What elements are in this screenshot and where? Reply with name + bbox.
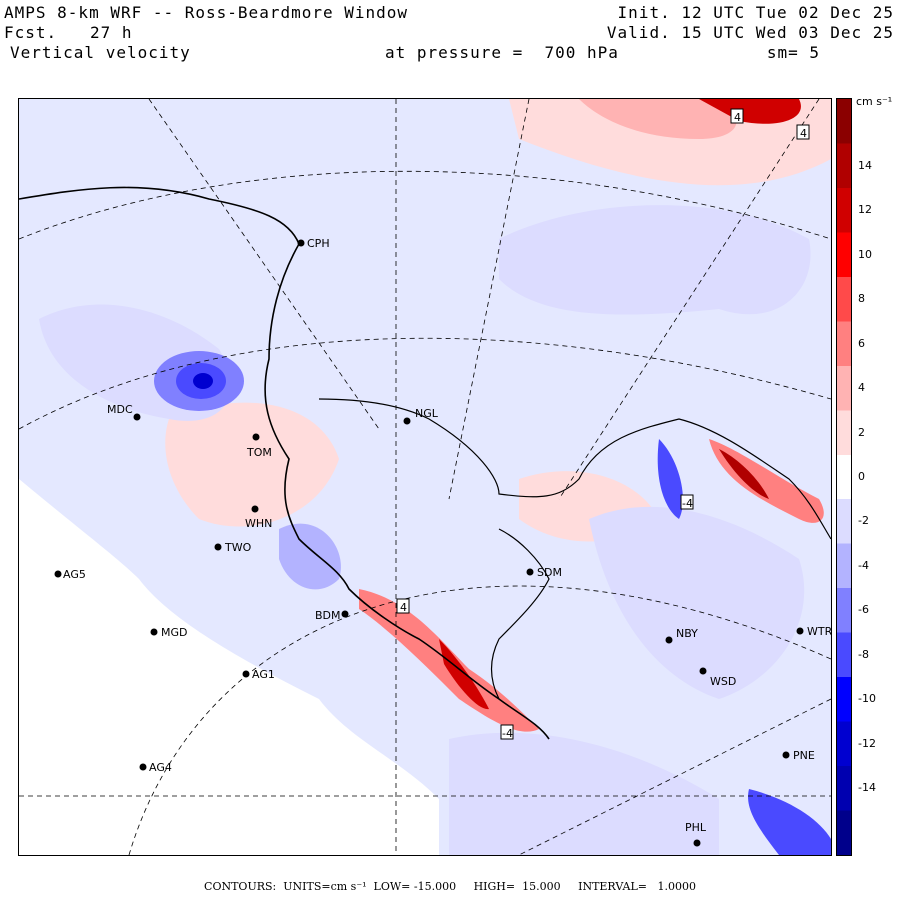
footer-interval: INTERVAL= 1.0000 bbox=[578, 880, 696, 893]
station-label: WHN bbox=[245, 517, 272, 530]
footer-low: LOW= -15.000 bbox=[373, 880, 457, 893]
colorbar-tick-label: 12 bbox=[858, 203, 872, 217]
map-canvas: 4 4 4 -4 -4 CPH MDC NGL TOM WHN TWO AG5 … bbox=[19, 99, 831, 855]
colorbar-tick-label: -6 bbox=[858, 603, 869, 617]
negative-core bbox=[748, 789, 831, 855]
negative-field-area bbox=[589, 506, 805, 699]
contour-label: -4 bbox=[682, 497, 693, 510]
station-marker bbox=[214, 543, 222, 551]
positive-core bbox=[719, 449, 769, 499]
station-label: BDM bbox=[315, 609, 341, 622]
colorbar-tick-label: -4 bbox=[858, 558, 869, 572]
positive-core bbox=[699, 99, 801, 124]
valid-time: Valid. 15 UTC Wed 03 Dec 25 bbox=[606, 23, 894, 42]
forecast-hours: 27 h bbox=[90, 23, 133, 42]
colorbar-tick-label: 8 bbox=[858, 292, 865, 306]
footer-legend: CONTOURS: UNITS=cm s⁻¹ LOW= -15.000 HIGH… bbox=[0, 880, 900, 893]
forecast-label: Fcst. bbox=[4, 23, 58, 42]
positive-core bbox=[709, 439, 824, 523]
station-marker bbox=[251, 505, 259, 513]
negative-field-area bbox=[449, 732, 719, 855]
station-marker bbox=[297, 239, 305, 247]
graticule bbox=[19, 99, 831, 855]
station-label: TWO bbox=[224, 541, 252, 554]
station-label: MGD bbox=[161, 626, 188, 639]
station-marker bbox=[693, 839, 701, 847]
colorbar-tick-label: 0 bbox=[858, 470, 865, 483]
station-label: NBY bbox=[676, 627, 698, 640]
colorbar-tick-label: 10 bbox=[858, 247, 872, 261]
station-label: CPH bbox=[307, 237, 330, 250]
contour-label: 4 bbox=[734, 111, 741, 124]
station-label: AG1 bbox=[252, 668, 275, 681]
colorbar-tick-label: 2 bbox=[858, 425, 865, 439]
colorbar-tick-label: -2 bbox=[858, 514, 869, 528]
positive-core bbox=[439, 639, 489, 710]
station-marker bbox=[242, 670, 250, 678]
station-label: PHL bbox=[685, 821, 707, 834]
colorbar-tick-label: -10 bbox=[858, 692, 876, 706]
positive-field-area bbox=[165, 402, 339, 527]
station-marker bbox=[341, 610, 349, 618]
coastline bbox=[490, 528, 550, 700]
init-time: Init. 12 UTC Tue 02 Dec 25 bbox=[617, 3, 894, 22]
coastline bbox=[19, 186, 550, 740]
footer-units: UNITS=cm s⁻¹ bbox=[283, 880, 367, 893]
station-label: PNE bbox=[793, 749, 815, 762]
footer-high: HIGH= 15.000 bbox=[473, 880, 561, 893]
variable-name: Vertical velocity bbox=[10, 43, 191, 62]
station-marker bbox=[403, 417, 411, 425]
vertical-velocity-map: 4 4 4 -4 -4 CPH MDC NGL TOM WHN TWO AG5 … bbox=[18, 98, 832, 856]
station-label: SDM bbox=[537, 566, 562, 579]
station-marker bbox=[133, 413, 141, 421]
station-label: TOM bbox=[246, 446, 272, 459]
station-marker bbox=[796, 627, 804, 635]
station-marker bbox=[699, 667, 707, 675]
stations: CPH MDC NGL TOM WHN TWO AG5 MGD AG1 AG4 … bbox=[54, 237, 831, 847]
station-marker bbox=[782, 751, 790, 759]
contour-label: -4 bbox=[502, 727, 513, 740]
station-marker bbox=[139, 763, 147, 771]
map-title: AMPS 8-km WRF -- Ross-Beardmore Window bbox=[4, 3, 409, 22]
colorbar-tick-label: 4 bbox=[858, 381, 865, 395]
contour-label: 4 bbox=[800, 127, 807, 140]
pressure-level: at pressure = 700 hPa bbox=[385, 43, 619, 62]
colorbar-tick-label: 6 bbox=[858, 336, 865, 350]
colorbar bbox=[836, 98, 852, 856]
station-label: WTR bbox=[807, 625, 831, 638]
negative-field-area bbox=[279, 523, 341, 590]
station-label: NGL bbox=[415, 407, 439, 420]
colorbar-tick-label: 14 bbox=[858, 158, 872, 172]
station-label: AG5 bbox=[63, 568, 86, 581]
colorbar-units: cm s⁻¹ bbox=[856, 95, 893, 108]
colorbar-tick-label: -12 bbox=[858, 736, 876, 750]
station-marker bbox=[526, 568, 534, 576]
station-label: MDC bbox=[107, 403, 133, 416]
no-data-region bbox=[19, 479, 439, 855]
station-marker bbox=[252, 433, 260, 441]
colorbar-tick-label: -14 bbox=[858, 781, 876, 795]
positive-core bbox=[579, 99, 737, 139]
station-label: AG4 bbox=[149, 761, 172, 774]
footer-contours-label: CONTOURS: bbox=[204, 880, 277, 893]
negative-core bbox=[657, 439, 683, 519]
contour-label: 4 bbox=[400, 601, 407, 614]
negative-field-area bbox=[499, 205, 811, 315]
station-label: WSD bbox=[710, 675, 736, 688]
colorbar-tick-label: -8 bbox=[858, 647, 869, 661]
smoothing-value: sm= 5 bbox=[766, 43, 820, 62]
contour-label-boxes bbox=[396, 108, 810, 740]
station-marker bbox=[54, 570, 62, 578]
station-marker bbox=[150, 628, 158, 636]
ice-shelf-edge bbox=[318, 398, 831, 540]
station-marker bbox=[665, 636, 673, 644]
negative-core bbox=[193, 373, 213, 389]
